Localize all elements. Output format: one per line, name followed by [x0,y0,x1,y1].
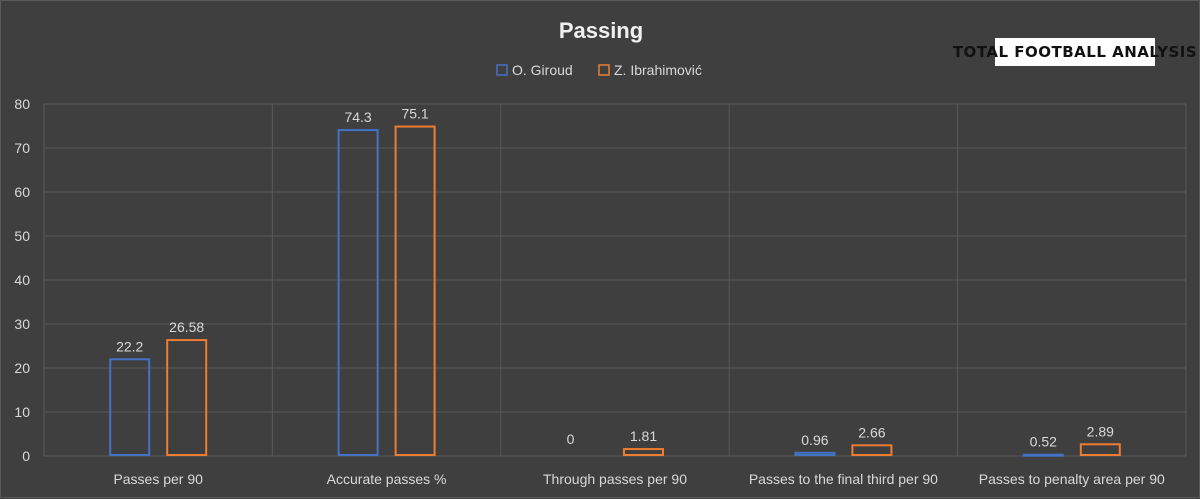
data-labels: 22.2 26.58 74.3 75.1 0 1.81 0.96 2.66 0.52 2.89 [116,106,1114,450]
data-label: 75.1 [401,106,428,122]
chart-title: Passing [559,18,643,43]
x-category-label: Passes to the final third per 90 [749,471,938,487]
total-football-analysis-logo: TOTAL FOOTBALL ANALYSIS [953,38,1197,66]
bar-ibrahimovic [394,125,436,456]
data-label: 0.52 [1030,434,1057,450]
gridlines [43,103,1187,457]
legend-label: O. Giroud [512,62,573,78]
data-label: 0.96 [801,432,828,448]
data-label: 74.3 [344,109,371,125]
y-tick-label: 30 [14,316,30,332]
bars [109,125,1121,457]
bar-ibrahimovic [851,444,893,456]
legend-swatch-giroud [496,64,508,76]
data-label: 0 [567,431,575,447]
x-category-label: Through passes per 90 [543,471,687,487]
y-tick-label: 50 [14,228,30,244]
x-category-label: Passes per 90 [113,471,203,487]
logo-text: TOTAL FOOTBALL ANALYSIS [952,43,1198,61]
data-label: 26.58 [169,319,204,335]
y-tick-label: 10 [14,404,30,420]
data-label: 2.89 [1087,423,1114,439]
y-tick-label: 60 [14,184,30,200]
bar-ibrahimovic [166,339,208,457]
y-tick-label: 80 [14,96,30,112]
legend-swatch-ibrahimovic [598,64,610,76]
y-tick-label: 0 [22,448,30,464]
x-axis: Passes per 90 Accurate passes % Through pa… [113,471,1165,487]
y-tick-label: 20 [14,360,30,376]
y-tick-label: 70 [14,140,30,156]
legend-label: Z. Ibrahimović [614,62,702,78]
bar-giroud [794,451,836,457]
x-category-label: Accurate passes % [327,471,447,487]
x-category-label: Passes to penalty area per 90 [979,471,1165,487]
bar-ibrahimovic [623,448,664,457]
bar-giroud [109,358,151,457]
y-tick-label: 40 [14,272,30,288]
y-axis: 0 10 20 30 40 50 60 70 80 [14,96,30,464]
legend: O. Giroud Z. Ibrahimović [496,62,702,78]
bar-giroud [337,129,379,457]
bar-giroud [1022,453,1064,457]
data-label: 2.66 [858,424,885,440]
data-label: 22.2 [116,338,143,354]
bar-ibrahimovic [1079,443,1121,456]
data-label: 1.81 [630,428,657,444]
